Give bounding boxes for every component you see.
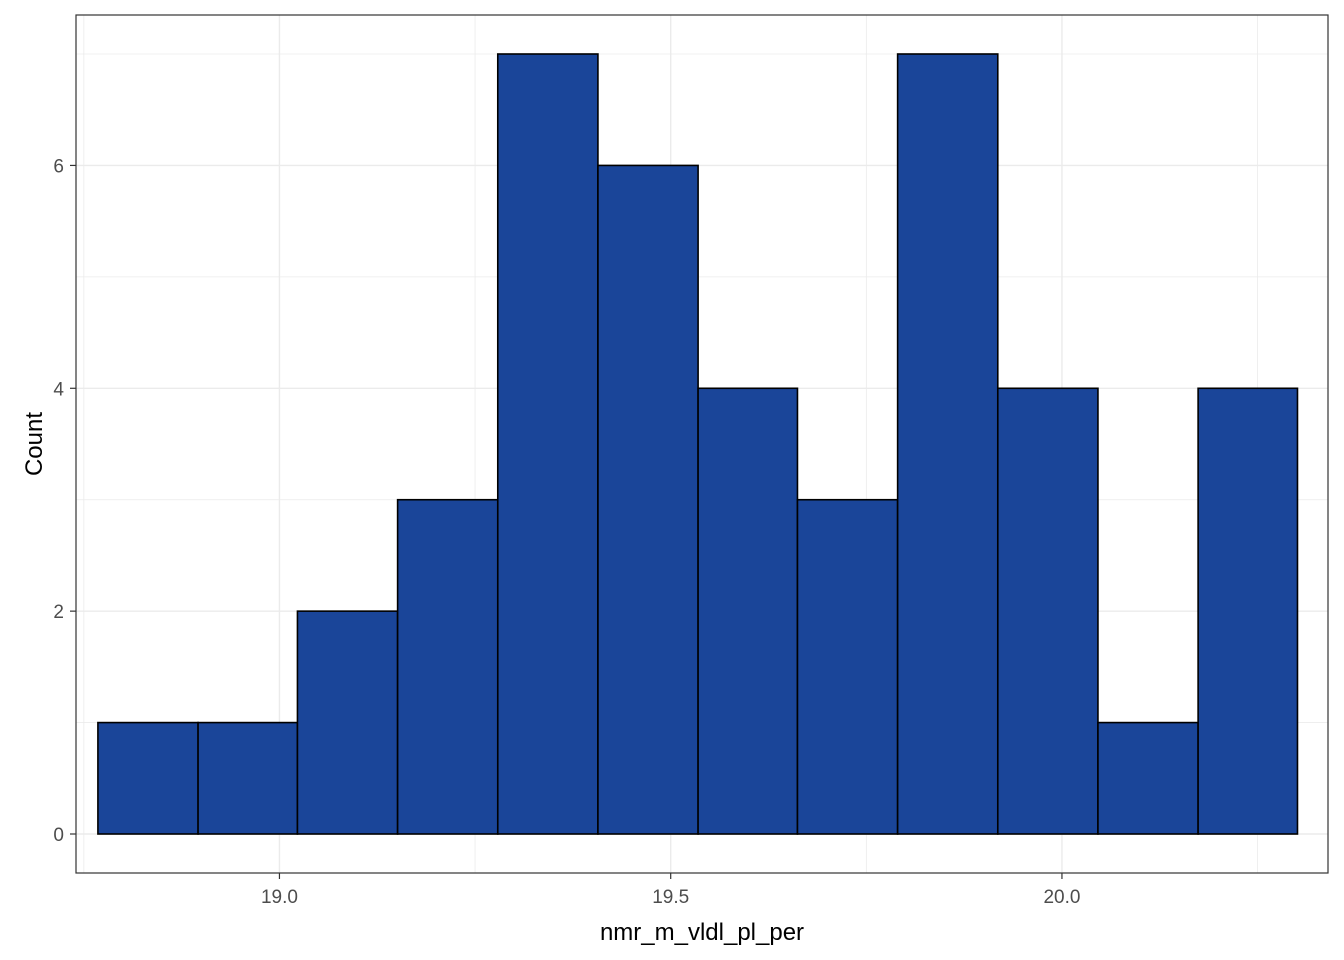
histogram-bar-10 (996, 387, 1099, 835)
y-axis-title: Count (21, 412, 48, 476)
histogram-bar-9 (896, 53, 999, 835)
y-tick-label: 6 (53, 156, 64, 177)
histogram-bar-6 (597, 164, 699, 835)
histogram-bar-3 (296, 610, 399, 835)
x-tick-label: 19.0 (261, 887, 298, 908)
y-axis: 0 2 4 6 (53, 156, 76, 846)
histogram-bar-1 (97, 721, 199, 835)
histogram-bar-12 (1197, 387, 1299, 835)
x-axis: 19.0 19.5 20.0 (261, 873, 1080, 908)
histogram-bar-2 (197, 721, 299, 835)
y-tick-label: 0 (53, 825, 64, 846)
y-tick-label: 4 (53, 379, 64, 400)
x-tick-label: 19.5 (652, 887, 689, 908)
x-axis-title: nmr_m_vldl_pl_per (600, 919, 804, 946)
x-tick-label: 20.0 (1043, 887, 1080, 908)
y-tick-label: 2 (53, 602, 64, 623)
panel-border (75, 14, 1329, 874)
histogram-bar-7 (697, 387, 799, 835)
histogram-bar-5 (496, 53, 599, 835)
histogram-bar-11 (1097, 721, 1199, 835)
histogram-bars (97, 53, 1299, 835)
histogram-bar-4 (396, 498, 499, 835)
histogram-bar-8 (796, 498, 899, 835)
